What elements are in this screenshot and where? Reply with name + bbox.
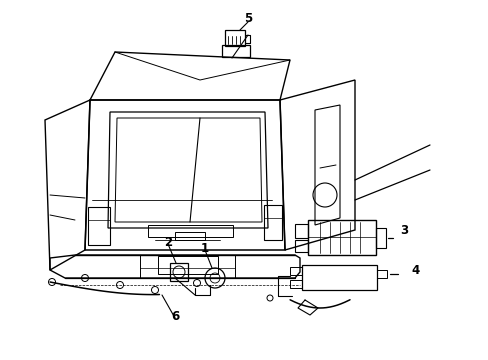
Text: 2: 2 bbox=[163, 235, 172, 248]
Text: 3: 3 bbox=[399, 224, 407, 237]
Text: 1: 1 bbox=[201, 242, 209, 255]
Text: 4: 4 bbox=[411, 264, 419, 276]
Text: 6: 6 bbox=[170, 310, 179, 323]
Text: 5: 5 bbox=[244, 12, 252, 24]
